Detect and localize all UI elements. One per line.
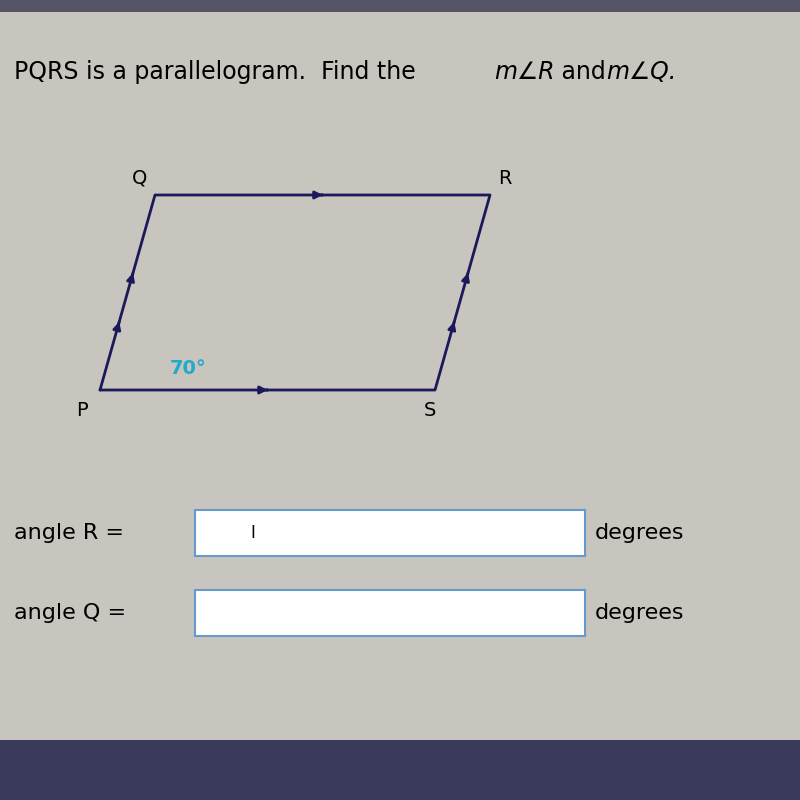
Text: degrees: degrees [595, 523, 685, 543]
Bar [0, 740, 800, 800]
Text: R: R [498, 169, 512, 187]
Text: Q: Q [132, 169, 148, 187]
Text: m∠R: m∠R [494, 60, 554, 84]
Text: degrees: degrees [595, 603, 685, 623]
Text: m∠Q.: m∠Q. [606, 60, 676, 84]
Bar [195, 510, 585, 556]
Text: S: S [424, 401, 436, 419]
Text: PQRS is a parallelogram.  Find the: PQRS is a parallelogram. Find the [14, 60, 423, 84]
Bar [0, 0, 800, 12]
Text: angle R =: angle R = [14, 523, 131, 543]
Bar [195, 590, 585, 636]
Text: angle Q =: angle Q = [14, 603, 134, 623]
Text: I: I [250, 524, 255, 542]
Text: and: and [554, 60, 614, 84]
Text: 70°: 70° [170, 358, 206, 378]
Text: P: P [76, 401, 88, 419]
